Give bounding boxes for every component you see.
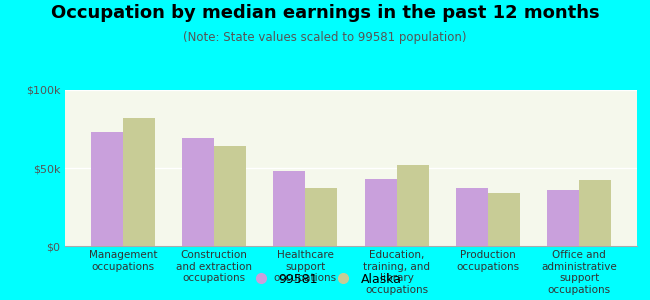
Bar: [365, 179, 396, 246]
Bar: [396, 165, 428, 246]
Bar: [306, 188, 337, 246]
Bar: [274, 171, 305, 246]
Bar: [123, 118, 155, 246]
Bar: [214, 146, 246, 246]
Bar: [456, 188, 488, 246]
Bar: [182, 138, 214, 246]
Bar: [488, 193, 520, 246]
Bar: [579, 181, 611, 246]
Text: (Note: State values scaled to 99581 population): (Note: State values scaled to 99581 popu…: [183, 32, 467, 44]
Bar: [91, 132, 123, 246]
Text: Occupation by median earnings in the past 12 months: Occupation by median earnings in the pas…: [51, 4, 599, 22]
Legend: 99581, Alaska: 99581, Alaska: [244, 268, 406, 291]
Bar: [547, 190, 579, 246]
